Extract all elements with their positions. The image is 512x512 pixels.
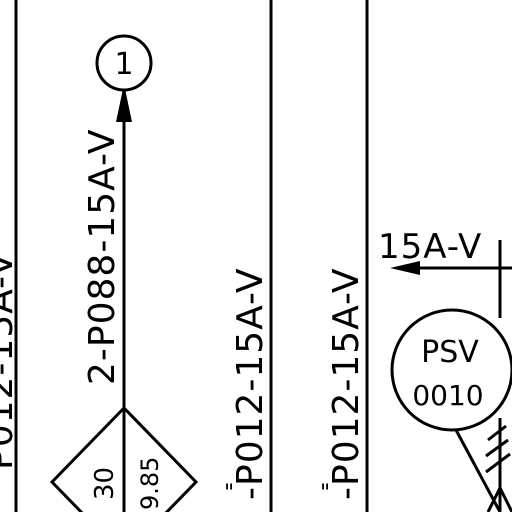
line-label-mid: -P012-15A-V bbox=[230, 267, 271, 500]
psv-leader-line bbox=[454, 429, 502, 512]
diamond-right-value: 9.85 bbox=[136, 457, 164, 510]
valve-body-partial bbox=[486, 484, 512, 512]
callout-number: 1 bbox=[114, 47, 133, 82]
valve-hatch-3 bbox=[485, 452, 511, 474]
psv-tag-top: PSV bbox=[421, 335, 479, 370]
flow-arrow-left bbox=[390, 261, 420, 275]
valve-hatch-2 bbox=[485, 438, 509, 458]
callout-bubble[interactable] bbox=[95, 34, 153, 92]
line-label-left-partial: P012-15A-V bbox=[0, 251, 21, 470]
diamond-left-value: 30 bbox=[90, 467, 120, 500]
flow-arrow-up bbox=[116, 84, 132, 122]
line-label-far-right: 15A-V bbox=[378, 227, 482, 267]
quote-mark-right: " bbox=[320, 481, 330, 506]
line-label-right: -P012-15A-V bbox=[326, 267, 367, 500]
psv-instrument-bubble[interactable] bbox=[390, 308, 512, 432]
line-label-center: 2-P088-15A-V bbox=[82, 129, 123, 385]
psv-tag-bottom: 0010 bbox=[412, 379, 483, 412]
quote-mark-mid: " bbox=[224, 481, 234, 506]
valve-hatch-1 bbox=[487, 424, 507, 442]
